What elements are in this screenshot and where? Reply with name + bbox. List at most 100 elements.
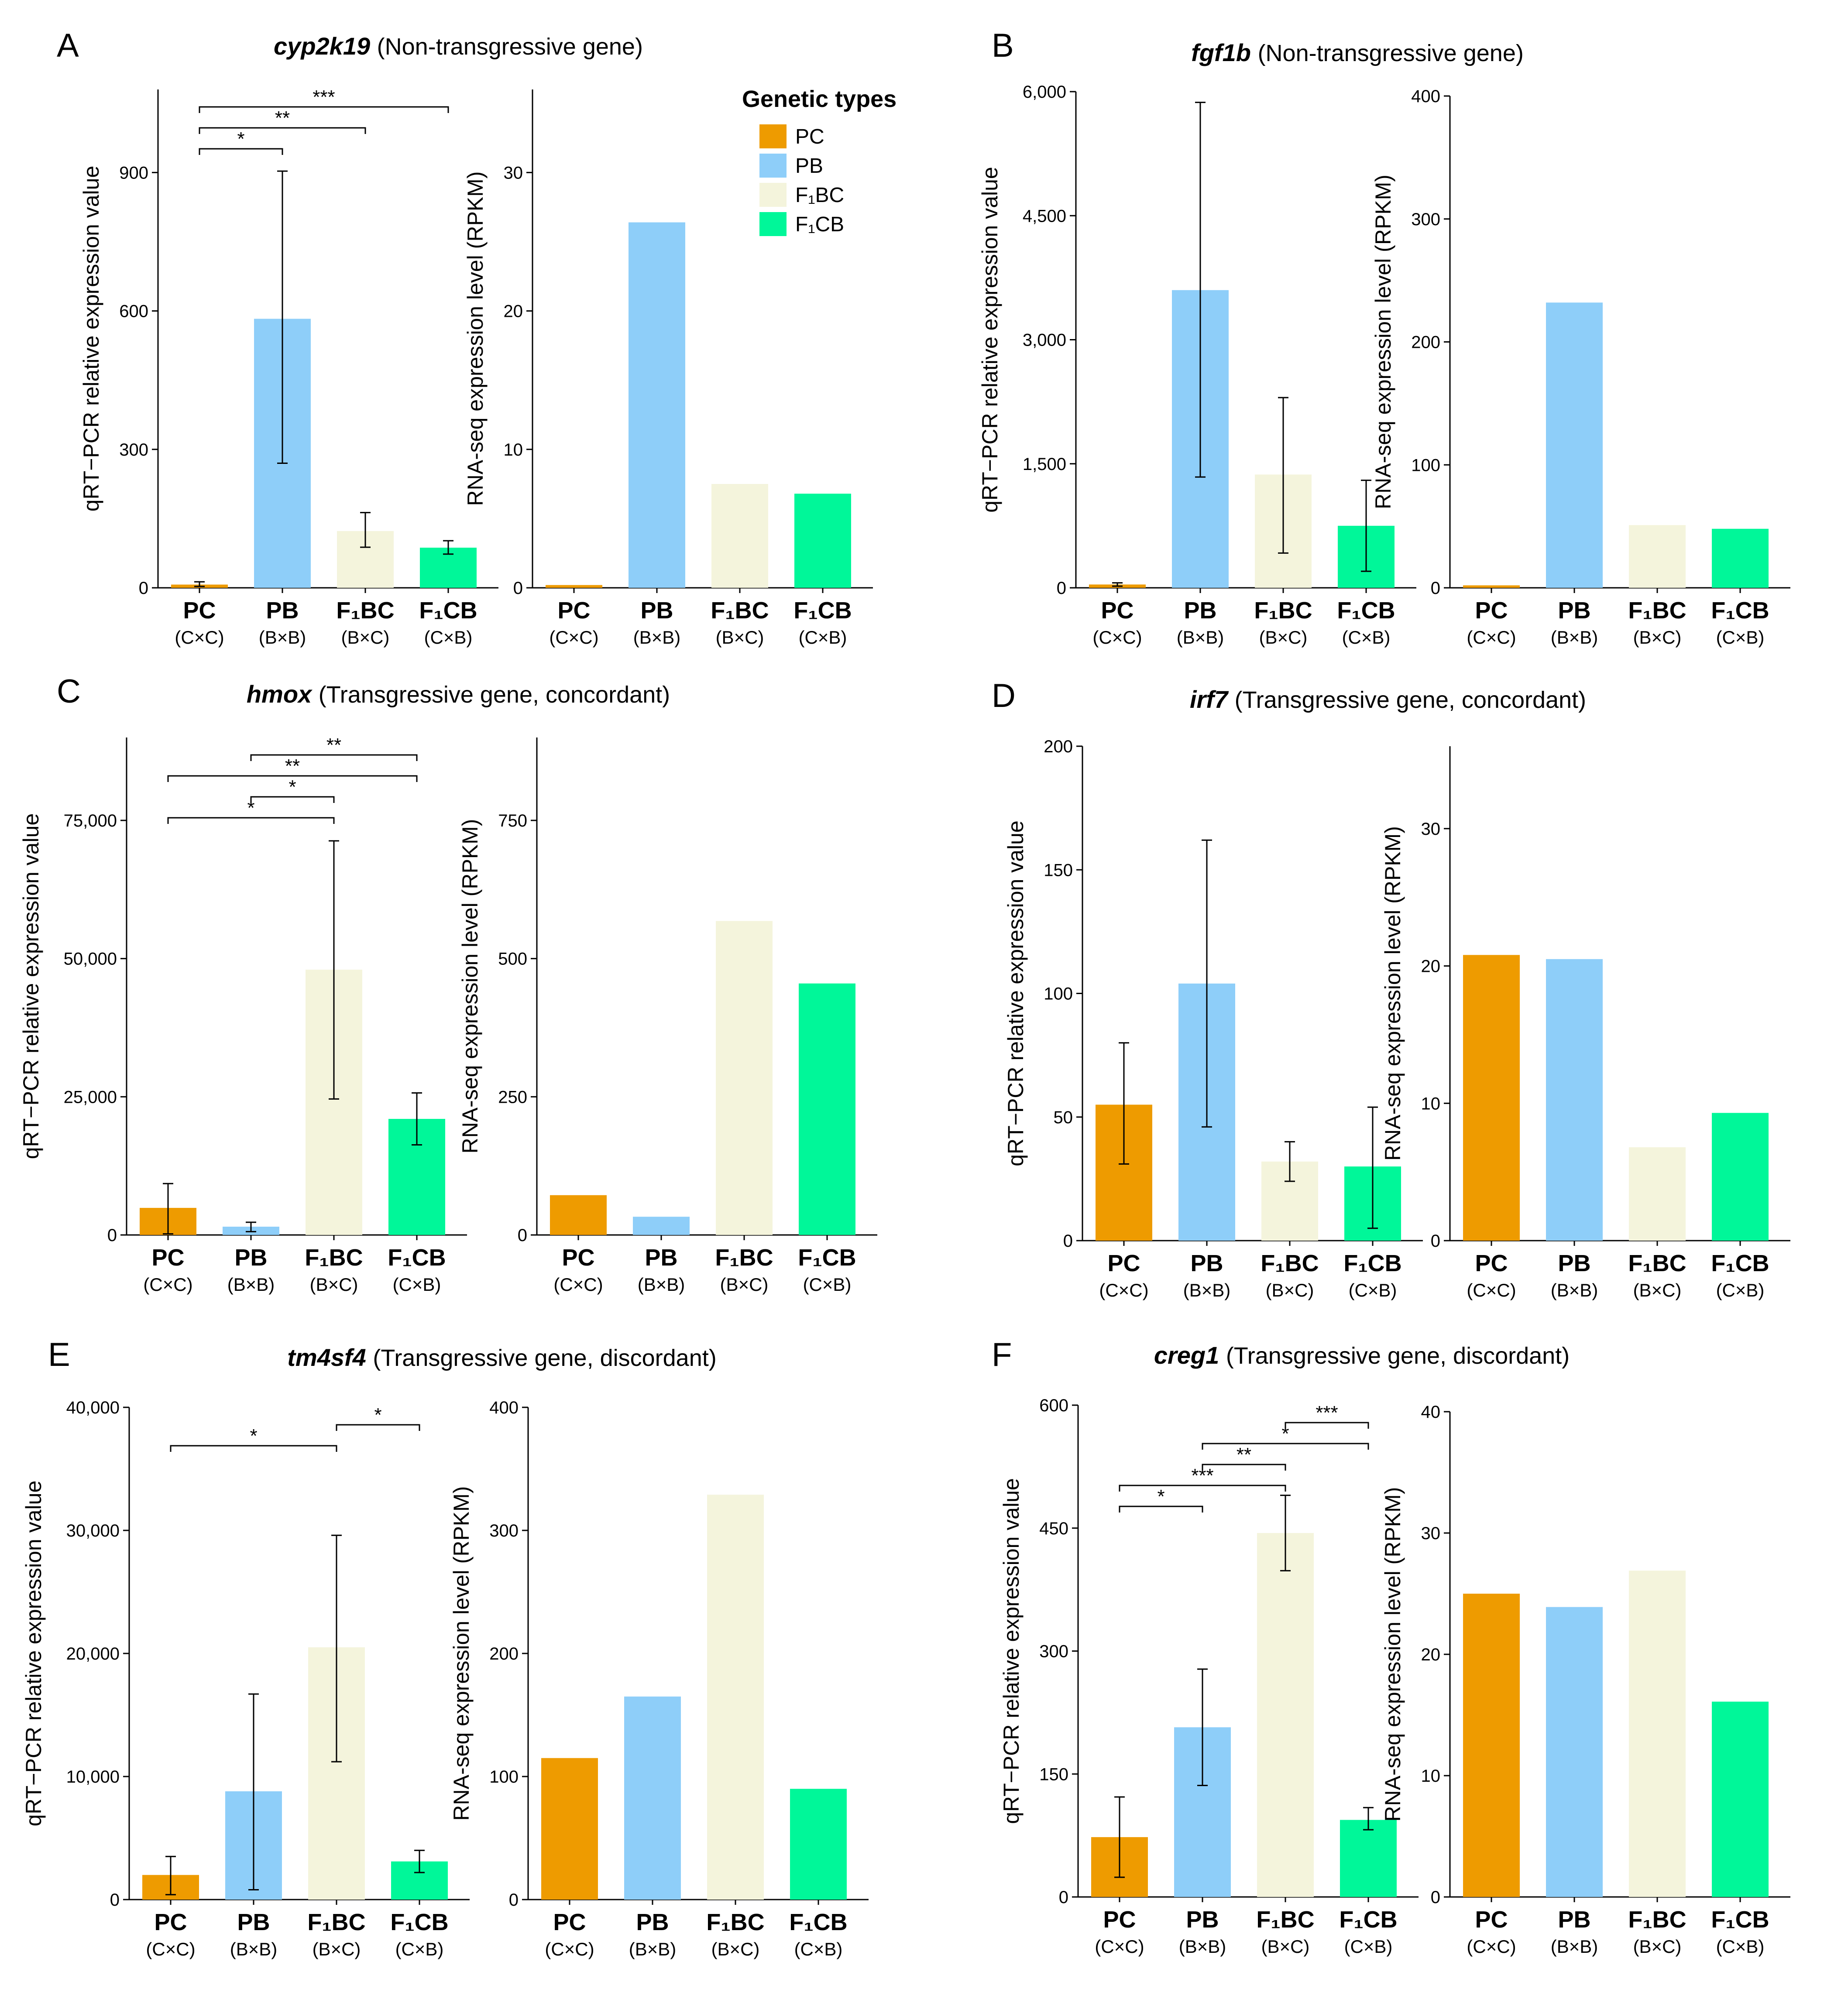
- gene-name: irf7: [1190, 686, 1235, 713]
- y-tick-label: 150: [1044, 861, 1073, 880]
- y-tick-label: 20: [1421, 1645, 1441, 1664]
- significance-bracket: **: [167, 755, 418, 782]
- significance-label: ***: [1316, 1402, 1338, 1423]
- legend-swatch: [759, 124, 787, 148]
- x-tick-label: F₁CB: [1711, 1907, 1769, 1933]
- x-tick-label: PC: [1107, 1250, 1140, 1276]
- y-tick-label: 20: [504, 302, 523, 321]
- significance-bracket: ***: [1285, 1402, 1369, 1429]
- bar-F1CB: [1340, 1820, 1397, 1897]
- y-tick-label: 3,000: [1023, 331, 1066, 350]
- y-tick-label: 25,000: [64, 1087, 117, 1107]
- plot-D-2: 0 10 20 30 RNA-seq expression level (RPKM) PC…: [1381, 746, 1790, 1300]
- legend-swatch: [759, 212, 787, 236]
- x-tick-label: F₁CB: [1339, 1907, 1397, 1933]
- x-tick-sublabel: (C×C): [1467, 627, 1516, 648]
- bar-F1BC: [1629, 1571, 1686, 1897]
- y-tick-label: 30,000: [66, 1521, 120, 1540]
- x-tick-label: PC: [1475, 597, 1508, 624]
- y-tick-label: 10: [1421, 1766, 1441, 1786]
- plot-F-2: 0 10 20 30 40 RNA-seq expression level (RPKM)…: [1381, 1403, 1790, 1957]
- bar-F1CB: [1712, 528, 1769, 588]
- plot-D-1: 0 50 100 150 200 qRT−PCR relative expression …: [1003, 737, 1423, 1300]
- bar-PC: [541, 1758, 598, 1900]
- y-tick-label: 30: [1421, 820, 1441, 839]
- gene-name: fgf1b: [1191, 39, 1257, 66]
- y-axis-label: RNA-seq expression level (RPKM): [463, 171, 488, 506]
- x-tick-sublabel: (C×B): [393, 1274, 441, 1295]
- x-tick-sublabel: (C×B): [1344, 1936, 1393, 1957]
- x-tick-sublabel: (B×C): [1633, 1280, 1682, 1300]
- x-tick-label: F₁BC: [1261, 1250, 1319, 1276]
- error-bar-F1CB: [1367, 1106, 1378, 1229]
- plot-E-2: 0 100 200 300 400 RNA-seq expression level (R…: [449, 1398, 869, 1959]
- y-axis-label: qRT−PCR relative expression value: [999, 1478, 1024, 1824]
- x-tick-sublabel: (C×B): [1342, 627, 1391, 648]
- x-tick-sublabel: (B×C): [341, 627, 390, 648]
- x-tick-label: PC: [1475, 1907, 1508, 1933]
- x-tick-label: F₁BC: [307, 1909, 365, 1935]
- significance-label: *: [247, 797, 254, 819]
- y-tick-label: 600: [1039, 1396, 1068, 1415]
- y-tick-label: 0: [509, 1890, 519, 1910]
- y-tick-label: 450: [1039, 1519, 1068, 1538]
- x-tick-label: F₁BC: [1254, 597, 1312, 624]
- y-axis-label: RNA-seq expression level (RPKM): [458, 819, 482, 1154]
- y-tick-label: 0: [1431, 1231, 1440, 1251]
- x-tick-label: PB: [1190, 1250, 1223, 1276]
- significance-label: *: [250, 1425, 257, 1447]
- panel-letter: F: [992, 1336, 1012, 1373]
- bar-PB: [1546, 1607, 1603, 1897]
- x-tick-sublabel: (B×C): [1633, 1936, 1682, 1957]
- x-tick-sublabel: (C×C): [1099, 1280, 1148, 1300]
- y-tick-label: 750: [498, 811, 527, 830]
- gene-name: creg1: [1154, 1341, 1226, 1369]
- error-bar-F1CB: [1363, 1807, 1374, 1831]
- y-tick-label: 20: [1421, 957, 1441, 976]
- y-tick-label: 75,000: [64, 811, 117, 830]
- x-tick-label: PB: [640, 597, 673, 624]
- y-tick-label: 400: [1411, 87, 1440, 106]
- bar-PB: [1546, 959, 1603, 1241]
- y-tick-label: 40: [1421, 1403, 1441, 1422]
- legend-item-F1BC: F₁BC: [759, 183, 844, 207]
- gene-description: (Transgressive gene, concordant): [319, 682, 670, 708]
- bar-PB: [633, 1217, 690, 1235]
- x-tick-sublabel: (B×B): [1551, 627, 1598, 648]
- y-tick-label: 30: [1421, 1524, 1441, 1543]
- x-tick-label: F₁BC: [305, 1245, 363, 1271]
- x-tick-sublabel: (C×B): [799, 627, 847, 648]
- x-tick-sublabel: (B×C): [1266, 1280, 1314, 1300]
- bar-PB: [629, 222, 685, 588]
- x-tick-label: F₁CB: [1337, 597, 1395, 624]
- y-tick-label: 200: [489, 1644, 519, 1663]
- error-bar-PB: [1202, 839, 1212, 1128]
- error-bar-PB: [1197, 1668, 1208, 1787]
- y-tick-label: 500: [498, 950, 527, 969]
- y-tick-label: 300: [489, 1521, 519, 1540]
- x-tick-sublabel: (B×C): [711, 1939, 760, 1959]
- panel-letter: A: [57, 27, 79, 64]
- x-tick-label: PB: [1558, 1907, 1590, 1933]
- x-tick-label: F₁CB: [1711, 1250, 1769, 1276]
- y-tick-label: 0: [1057, 579, 1066, 598]
- y-tick-label: 250: [498, 1087, 527, 1107]
- significance-label: **: [1237, 1444, 1251, 1465]
- y-tick-label: 150: [1039, 1765, 1068, 1784]
- x-tick-label: PC: [1475, 1250, 1508, 1276]
- x-tick-sublabel: (B×C): [310, 1274, 358, 1295]
- panel-title: fgf1b (Non-transgressive gene): [1191, 39, 1524, 66]
- significance-bracket: **: [199, 107, 366, 134]
- significance-label: *: [374, 1404, 381, 1426]
- y-tick-label: 0: [1063, 1231, 1073, 1251]
- error-bar-PC: [194, 581, 205, 587]
- x-tick-label: F₁BC: [711, 597, 769, 624]
- x-tick-label: F₁BC: [1628, 597, 1686, 624]
- x-tick-label: F₁BC: [1256, 1907, 1314, 1933]
- significance-bracket: *: [250, 776, 335, 803]
- x-tick-sublabel: (B×C): [1633, 627, 1682, 648]
- bar-F1BC: [1629, 1147, 1686, 1241]
